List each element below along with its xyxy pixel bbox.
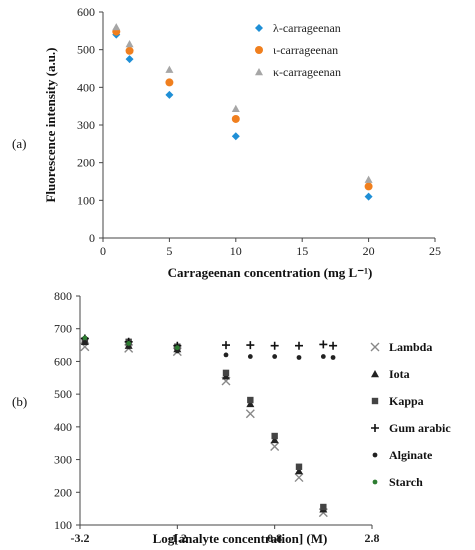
data-point xyxy=(125,55,134,64)
legend-label: Gum arabic xyxy=(389,421,451,435)
data-point xyxy=(247,396,254,404)
data-point xyxy=(319,340,328,349)
y-tick-label: 0 xyxy=(89,231,95,245)
data-point xyxy=(295,341,303,350)
data-point xyxy=(272,354,278,359)
data-point xyxy=(222,341,230,350)
data-point xyxy=(330,355,336,360)
legend-marker xyxy=(371,397,379,405)
y-tick-label: 500 xyxy=(54,387,72,401)
panel-label-a: (a) xyxy=(12,136,26,151)
y-tick-label: 500 xyxy=(77,43,95,57)
x-tick-label: 5 xyxy=(166,244,172,258)
y-tick-label: 100 xyxy=(54,518,72,532)
data-point xyxy=(246,399,255,408)
legend-marker xyxy=(255,68,263,76)
x-tick-label: 20 xyxy=(363,244,375,258)
chart-b-legend: Lambda Iota Kappa Gum arabic Alginate Starch xyxy=(370,340,451,489)
panel-label-b: (b) xyxy=(12,394,27,409)
legend-marker xyxy=(371,424,379,432)
data-point xyxy=(270,341,279,350)
legend-marker xyxy=(255,24,263,32)
y-tick-label: 200 xyxy=(54,485,72,499)
legend-marker xyxy=(255,46,263,54)
data-point xyxy=(245,409,255,419)
data-point xyxy=(82,335,88,341)
y-tick-label: 400 xyxy=(77,80,95,94)
data-point xyxy=(247,354,253,359)
y-tick-label: 300 xyxy=(54,453,72,467)
x-tick-label: -1.2 xyxy=(168,531,187,545)
data-point xyxy=(271,432,278,440)
data-point xyxy=(174,345,180,351)
data-point xyxy=(165,78,174,87)
legend-label: Starch xyxy=(389,475,423,489)
data-point xyxy=(125,46,134,55)
data-point xyxy=(231,104,240,113)
legend-label: Kappa xyxy=(389,394,424,408)
data-point xyxy=(364,182,373,191)
data-point xyxy=(112,23,121,31)
x-tick-label: 15 xyxy=(296,244,308,258)
y-tick-label: 800 xyxy=(54,289,72,303)
data-point xyxy=(320,354,326,359)
x-tick-label: -3.2 xyxy=(71,531,90,545)
data-point xyxy=(329,341,338,350)
legend-label: κ-carrageenan xyxy=(273,65,341,79)
legend-label: ι-carrageenan xyxy=(273,43,338,57)
y-tick-label: 600 xyxy=(77,5,95,19)
data-point xyxy=(126,341,132,346)
x-tick-label: 0.8 xyxy=(267,531,282,545)
legend-marker xyxy=(372,452,378,458)
data-point xyxy=(223,352,229,358)
data-point xyxy=(320,503,327,511)
chart-b: -3.2 -1.2 0.8 2.8 100 200 300 400 500 600 700 800 xyxy=(54,289,380,545)
chart-b-xlabel: Log[analyte concentration] (M) xyxy=(153,531,328,546)
chart-a-ylabel: Fluorescence intensity (a.u.) xyxy=(43,47,58,202)
legend-marker xyxy=(372,479,378,485)
data-point xyxy=(364,192,373,201)
y-tick-label: 300 xyxy=(77,118,95,132)
data-point xyxy=(246,341,255,350)
legend-label: λ-carrageenan xyxy=(273,21,341,35)
y-tick-label: 400 xyxy=(54,420,72,434)
data-point xyxy=(231,114,240,123)
y-tick-label: 600 xyxy=(54,354,72,368)
x-tick-label: 25 xyxy=(429,244,441,258)
data-point xyxy=(270,435,279,444)
legend-label: Lambda xyxy=(389,340,432,354)
y-tick-label: 200 xyxy=(77,156,95,170)
legend-label: Alginate xyxy=(389,448,433,462)
x-tick-label: 2.8 xyxy=(365,531,380,545)
data-point xyxy=(222,369,230,377)
data-point xyxy=(125,40,134,48)
y-tick-label: 700 xyxy=(54,322,72,336)
x-tick-label: 0 xyxy=(100,244,106,258)
y-tick-label: 100 xyxy=(77,193,95,207)
data-point xyxy=(364,175,373,183)
legend-marker xyxy=(370,342,380,352)
data-point xyxy=(295,467,303,475)
legend-marker xyxy=(371,370,379,378)
data-point xyxy=(231,132,240,141)
data-point xyxy=(296,355,302,360)
data-point xyxy=(295,463,303,470)
data-point xyxy=(270,441,280,451)
data-point xyxy=(165,65,174,73)
chart-a: 0 5 10 15 20 25 0 100 200 300 400 500 600 xyxy=(77,5,441,258)
chart-a-xlabel: Carrageenan concentration (mg L⁻¹) xyxy=(168,265,373,280)
chart-a-legend: λ-carrageenan ι-carrageenan κ-carrageenan xyxy=(255,21,341,79)
x-tick-label: 10 xyxy=(230,244,242,258)
data-point xyxy=(294,473,304,483)
data-point xyxy=(165,90,174,99)
data-point xyxy=(82,340,88,345)
legend-label: Iota xyxy=(389,367,410,381)
